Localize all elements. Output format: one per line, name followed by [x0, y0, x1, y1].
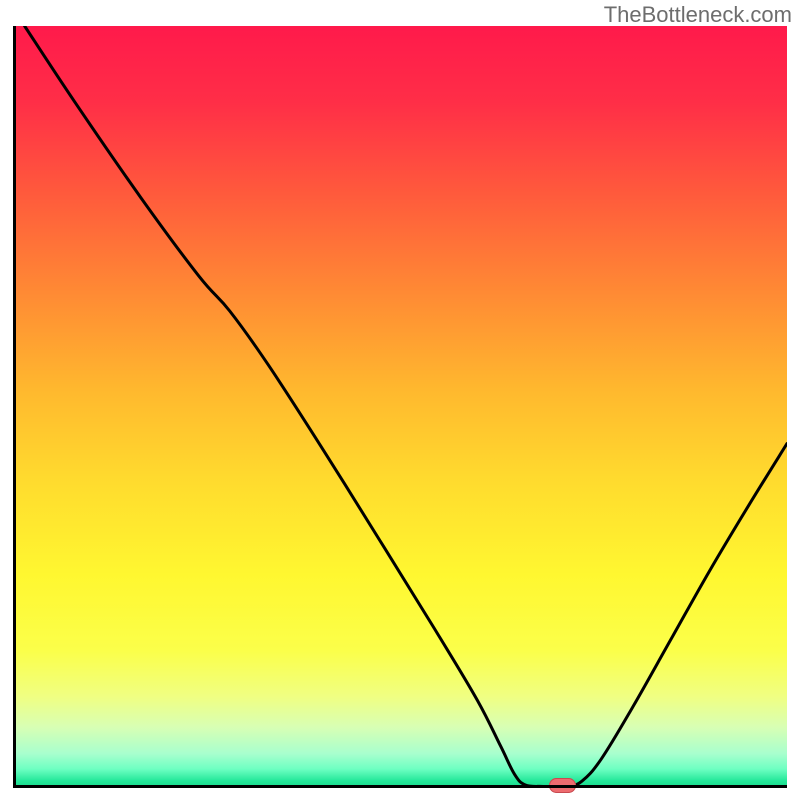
- watermark-text: TheBottleneck.com: [604, 2, 792, 28]
- plot-area: [13, 26, 787, 788]
- bottleneck-curve: [25, 26, 787, 787]
- y-axis: [13, 26, 16, 788]
- bottleneck-chart: TheBottleneck.com: [0, 0, 800, 800]
- x-axis: [13, 785, 787, 788]
- curve-layer: [13, 26, 787, 788]
